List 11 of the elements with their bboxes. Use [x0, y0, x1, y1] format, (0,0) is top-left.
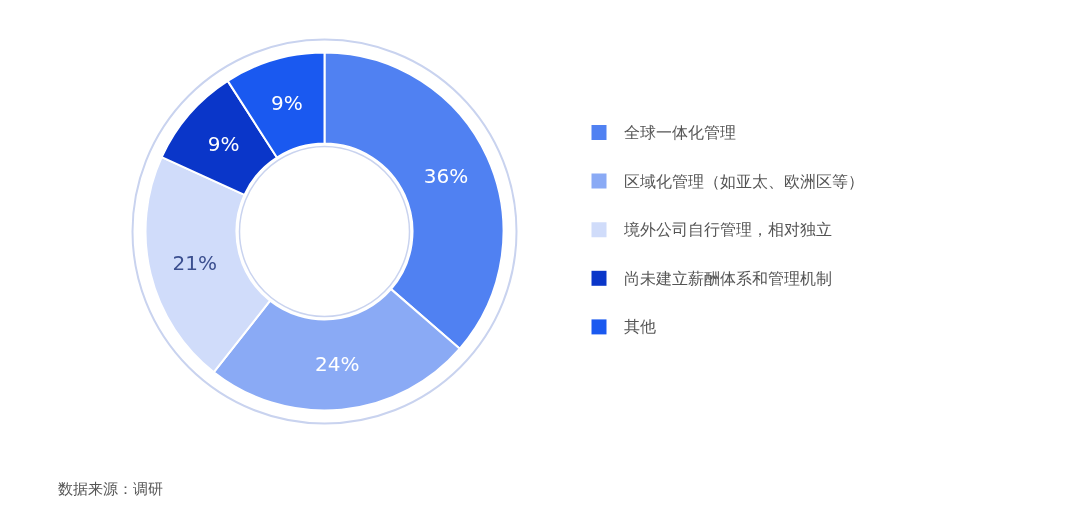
data-label: 36%	[423, 164, 469, 189]
legend-label: 尚未建立薪酬体系和管理机制	[623, 268, 832, 288]
source-note: 数据来源：调研	[57, 479, 163, 498]
legend-label: 其他	[623, 317, 656, 337]
legend-label: 境外公司自行管理，相对独立	[622, 220, 832, 240]
data-label: 21%	[172, 250, 217, 275]
legend-label: 区域化管理（如亚太、欧洲区等）	[623, 171, 864, 191]
data-label: 24%	[314, 352, 360, 377]
legend-label: 全球一体化管理	[623, 123, 736, 142]
data-label: 9%	[271, 91, 303, 116]
data-label: 9%	[207, 132, 240, 157]
